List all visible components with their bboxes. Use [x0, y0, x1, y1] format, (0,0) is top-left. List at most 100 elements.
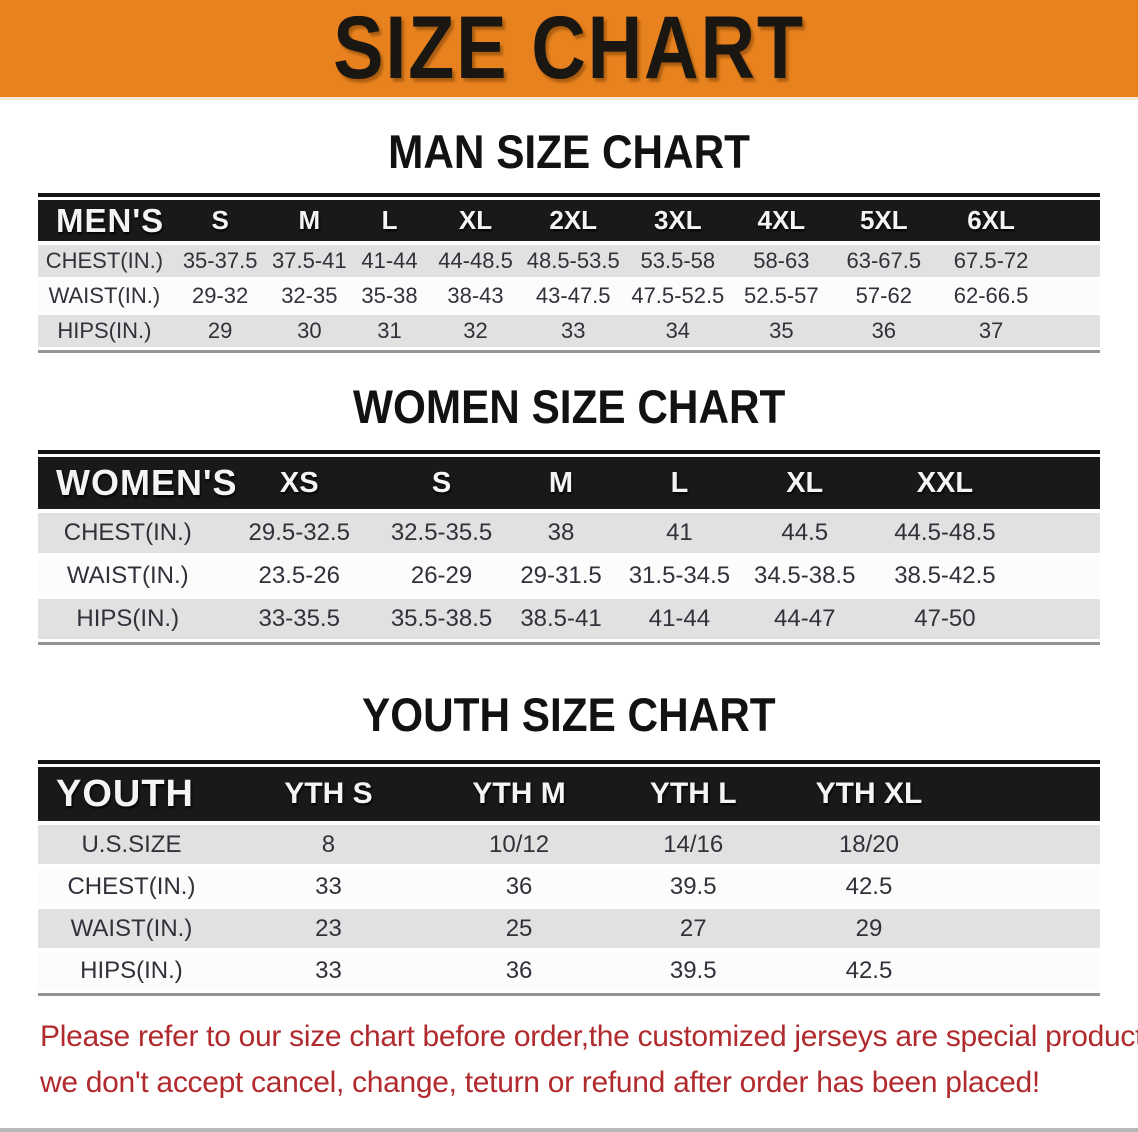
- size-cell: 29: [170, 315, 270, 350]
- column-header: XL: [429, 200, 522, 245]
- size-cell: 44.5: [738, 513, 871, 556]
- size-cell: 48.5-53.5: [521, 245, 626, 280]
- size-cell: 29-32: [170, 280, 270, 315]
- size-cell: 10/12: [431, 825, 607, 867]
- size-cell: 37.5-41: [269, 245, 350, 280]
- header-filler: [1046, 200, 1100, 245]
- column-header: 5XL: [832, 200, 936, 245]
- column-header: S: [381, 457, 503, 513]
- size-cell: 35: [730, 315, 833, 350]
- cell-filler: [1046, 280, 1100, 315]
- row-label: HIPS(IN.): [38, 315, 171, 350]
- size-cell: 38-43: [429, 280, 522, 315]
- size-cell: 62-66.5: [935, 280, 1047, 315]
- header-filler: [957, 767, 1100, 825]
- bottom-border-strip: [0, 1128, 1138, 1132]
- size-cell: 34.5-38.5: [738, 556, 871, 599]
- size-cell: 31.5-34.5: [619, 556, 739, 599]
- table-bottom-rule: [38, 350, 1100, 353]
- column-header: 3XL: [625, 200, 731, 245]
- table-row: CHEST(IN.) 35-37.5 37.5-41 41-44 44-48.5…: [38, 245, 1100, 280]
- cell-filler: [957, 825, 1100, 867]
- size-cell: 47.5-52.5: [625, 280, 731, 315]
- size-cell: 29.5-32.5: [217, 513, 382, 556]
- size-cell: 39.5: [606, 951, 781, 993]
- banner-title: SIZE CHART: [333, 0, 805, 98]
- column-header: YTH S: [224, 767, 432, 825]
- column-header: 4XL: [730, 200, 833, 245]
- size-cell: 14/16: [606, 825, 781, 867]
- column-header: L: [349, 200, 430, 245]
- column-header: M: [269, 200, 350, 245]
- size-cell: 31: [349, 315, 430, 350]
- row-label: CHEST(IN.): [38, 513, 218, 556]
- size-cell: 33-35.5: [217, 599, 382, 642]
- size-cell: 41: [619, 513, 739, 556]
- table-bottom-rule: [38, 993, 1100, 996]
- header-filler: [1019, 457, 1100, 513]
- size-cell: 32: [429, 315, 522, 350]
- cell-filler: [1019, 599, 1100, 642]
- table-row: HIPS(IN.) 33-35.5 35.5-38.5 38.5-41 41-4…: [38, 599, 1100, 642]
- table-row: HIPS(IN.) 33 36 39.5 42.5: [38, 951, 1100, 993]
- column-header: XL: [738, 457, 871, 513]
- size-cell: 26-29: [381, 556, 503, 599]
- size-cell: 44-47: [738, 599, 871, 642]
- disclaimer-line-1: Please refer to our size chart before or…: [40, 1020, 1138, 1053]
- size-cell: 33: [521, 315, 626, 350]
- row-label: CHEST(IN.): [38, 245, 171, 280]
- size-cell: 35.5-38.5: [381, 599, 503, 642]
- table-top-rule: [38, 193, 1100, 197]
- column-header: YTH L: [606, 767, 781, 825]
- size-cell: 43-47.5: [521, 280, 626, 315]
- column-header: M: [502, 457, 620, 513]
- size-cell: 38.5-41: [502, 599, 620, 642]
- size-cell: 41-44: [619, 599, 739, 642]
- column-header: YTH XL: [780, 767, 958, 825]
- column-header: XXL: [870, 457, 1020, 513]
- size-cell: 35-37.5: [170, 245, 270, 280]
- size-cell: 37: [935, 315, 1047, 350]
- size-cell: 25: [431, 909, 607, 951]
- size-cell: 23.5-26: [217, 556, 382, 599]
- youth-size-table: YOUTH YTH S YTH M YTH L YTH XL U.S.SIZE …: [38, 767, 1100, 993]
- row-label: WAIST(IN.): [38, 280, 171, 315]
- man-heading-text: MAN SIZE CHART: [388, 125, 750, 178]
- size-cell: 38: [502, 513, 620, 556]
- youth-heading-text: YOUTH SIZE CHART: [362, 688, 776, 741]
- group-label: YOUTH: [38, 767, 225, 825]
- column-header: L: [619, 457, 739, 513]
- mens-size-table: MEN'S S M L XL 2XL 3XL 4XL 5XL 6XL CHEST…: [38, 200, 1100, 350]
- disclaimer-line-2: we don't accept cancel, change, teturn o…: [40, 1066, 1040, 1099]
- size-cell: 30: [269, 315, 350, 350]
- cell-filler: [1019, 513, 1100, 556]
- table-top-rule: [38, 450, 1100, 454]
- table-row: CHEST(IN.) 29.5-32.5 32.5-35.5 38 41 44.…: [38, 513, 1100, 556]
- mens-size-table-wrap: MEN'S S M L XL 2XL 3XL 4XL 5XL 6XL CHEST…: [38, 193, 1100, 353]
- size-cell: 44-48.5: [429, 245, 522, 280]
- size-chart-banner: SIZE CHART: [0, 0, 1138, 100]
- group-label: MEN'S: [38, 200, 171, 245]
- table-row: WAIST(IN.) 23 25 27 29: [38, 909, 1100, 951]
- women-section-heading: WOMEN SIZE CHART: [0, 379, 1138, 434]
- size-cell: 57-62: [832, 280, 936, 315]
- row-label: CHEST(IN.): [38, 867, 225, 909]
- table-header-row: WOMEN'S XS S M L XL XXL: [38, 457, 1100, 513]
- cell-filler: [957, 867, 1100, 909]
- cell-filler: [1046, 245, 1100, 280]
- size-cell: 47-50: [870, 599, 1020, 642]
- size-cell: 35-38: [349, 280, 430, 315]
- row-label: WAIST(IN.): [38, 909, 225, 951]
- size-cell: 23: [224, 909, 432, 951]
- womens-size-table-wrap: WOMEN'S XS S M L XL XXL CHEST(IN.) 29.5-…: [38, 450, 1100, 645]
- table-header-row: MEN'S S M L XL 2XL 3XL 4XL 5XL 6XL: [38, 200, 1100, 245]
- group-label: WOMEN'S: [38, 457, 237, 513]
- size-cell: 38.5-42.5: [870, 556, 1020, 599]
- size-cell: 18/20: [780, 825, 958, 867]
- size-cell: 34: [625, 315, 731, 350]
- youth-section-heading: YOUTH SIZE CHART: [0, 687, 1138, 742]
- size-cell: 52.5-57: [730, 280, 833, 315]
- column-header: 6XL: [935, 200, 1047, 245]
- size-cell: 63-67.5: [832, 245, 936, 280]
- cell-filler: [1046, 315, 1100, 350]
